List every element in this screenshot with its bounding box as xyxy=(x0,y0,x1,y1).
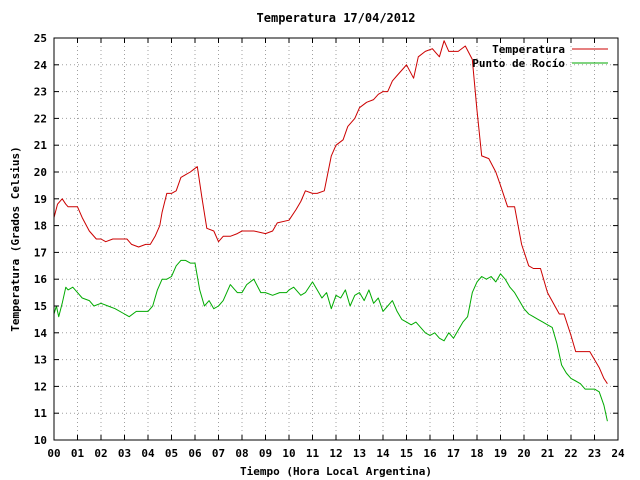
y-tick-label: 22 xyxy=(34,112,47,125)
x-tick-label: 20 xyxy=(517,447,530,460)
y-tick-label: 24 xyxy=(34,59,48,72)
y-axis-ticks: 10 11 12 13 14 15 16 17 18 19 20 21 22 23 24 25 xyxy=(34,32,618,447)
y-tick-label: 18 xyxy=(34,220,47,233)
y-tick-label: 15 xyxy=(34,300,47,313)
y-axis-label: Temperatura (Grados Celsius) xyxy=(9,146,22,331)
y-tick-label: 17 xyxy=(34,246,47,259)
series-line-1 xyxy=(53,259,608,422)
x-tick-label: 18 xyxy=(470,447,483,460)
x-tick-label: 17 xyxy=(447,447,460,460)
x-tick-label: 21 xyxy=(541,447,555,460)
x-tick-label: 04 xyxy=(141,447,155,460)
y-tick-label: 16 xyxy=(34,273,48,286)
y-tick-label: 10 xyxy=(34,434,47,447)
y-tick-label: 12 xyxy=(34,380,47,393)
x-tick-label: 22 xyxy=(564,447,577,460)
x-tick-label: 07 xyxy=(212,447,225,460)
x-tick-label: 16 xyxy=(423,447,437,460)
y-tick-label: 11 xyxy=(34,407,48,420)
series-lines xyxy=(53,40,608,422)
x-axis-label: Tiempo (Hora Local Argentina) xyxy=(240,465,432,478)
x-tick-label: 23 xyxy=(588,447,601,460)
y-tick-label: 19 xyxy=(34,193,47,206)
chart-title: Temperatura 17/04/2012 xyxy=(257,11,416,25)
x-tick-label: 06 xyxy=(188,447,202,460)
series-line-0 xyxy=(53,40,608,384)
x-tick-label: 05 xyxy=(165,447,178,460)
y-tick-label: 25 xyxy=(34,32,47,45)
x-tick-label: 00 xyxy=(47,447,60,460)
y-tick-label: 14 xyxy=(34,327,48,340)
x-tick-label: 12 xyxy=(329,447,342,460)
x-tick-label: 08 xyxy=(235,447,248,460)
x-axis-ticks: 00 01 02 03 04 05 06 07 08 09 10 11 12 13 14 15 16 17 18 19… xyxy=(47,38,625,460)
y-tick-label: 13 xyxy=(34,354,47,367)
x-tick-label: 15 xyxy=(400,447,413,460)
x-tick-label: 24 xyxy=(611,447,625,460)
x-tick-label: 13 xyxy=(353,447,366,460)
grid-lines xyxy=(54,38,618,440)
x-tick-label: 14 xyxy=(376,447,390,460)
y-tick-label: 23 xyxy=(34,86,47,99)
x-tick-label: 09 xyxy=(259,447,272,460)
x-tick-label: 02 xyxy=(94,447,107,460)
x-tick-label: 11 xyxy=(306,447,320,460)
legend-label-1: Punto de Rocío xyxy=(472,57,565,70)
x-tick-label: 19 xyxy=(494,447,507,460)
x-tick-label: 01 xyxy=(71,447,85,460)
y-tick-label: 20 xyxy=(34,166,47,179)
x-tick-label: 10 xyxy=(282,447,295,460)
legend-label-0: Temperatura xyxy=(492,43,565,56)
y-tick-label: 21 xyxy=(34,139,48,152)
x-tick-label: 03 xyxy=(118,447,131,460)
